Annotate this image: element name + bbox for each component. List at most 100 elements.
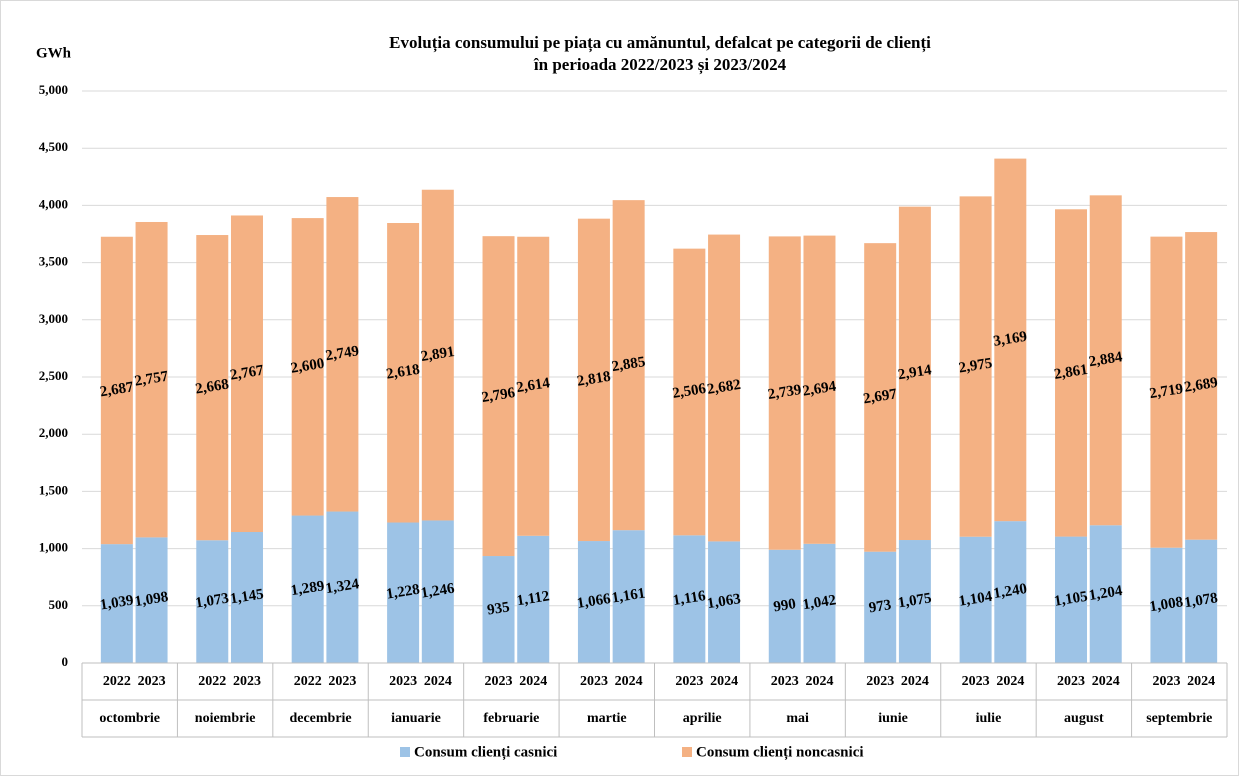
data-label: 2,739 — [767, 382, 803, 403]
x-tick-label: 2023 — [962, 674, 990, 689]
bar-segment — [196, 540, 229, 663]
data-label: 2,884 — [1088, 349, 1124, 370]
bar-segment — [326, 511, 359, 663]
bar-segment — [482, 236, 515, 557]
bar-segment — [1055, 209, 1088, 537]
y-tick-label: 5,000 — [39, 82, 68, 97]
data-label: 2,885 — [611, 354, 647, 375]
group-label: iunie — [878, 711, 908, 726]
data-label: 1,075 — [897, 590, 933, 611]
bar-segment — [421, 189, 454, 521]
bar-segment — [230, 532, 263, 663]
bar-segment — [898, 540, 931, 663]
x-tick-label: 2023 — [389, 674, 417, 689]
data-label: 2,861 — [1053, 362, 1089, 383]
x-tick-label: 2023 — [1057, 674, 1085, 689]
group-label: martie — [587, 711, 627, 726]
group-label: octombrie — [99, 711, 160, 726]
x-tick-label: 2023 — [1152, 674, 1180, 689]
data-label: 1,073 — [194, 591, 230, 612]
data-label: 973 — [868, 597, 893, 616]
x-tick-label: 2024 — [615, 674, 643, 689]
bar-segment — [673, 535, 706, 663]
data-label: 2,506 — [671, 381, 707, 402]
bar-segment — [612, 530, 645, 663]
bar-segment — [1150, 547, 1183, 663]
bar-segment — [708, 541, 741, 663]
bar-segment — [1185, 232, 1218, 540]
bar-segment — [803, 543, 836, 663]
bar-segment — [898, 206, 931, 541]
x-tick-label: 2024 — [424, 674, 452, 689]
data-label: 1,161 — [611, 585, 647, 606]
data-label: 1,204 — [1088, 583, 1124, 604]
chart-title: Evoluția consumului pe piața cu amănuntu… — [389, 33, 931, 53]
data-label: 2,749 — [324, 343, 360, 364]
data-label: 2,689 — [1183, 375, 1219, 396]
bar-segment — [421, 520, 454, 663]
bar-segment — [1185, 539, 1218, 663]
y-tick-label: 1,000 — [39, 540, 68, 555]
x-tick-label: 2023 — [328, 674, 356, 689]
data-label: 2,975 — [958, 355, 994, 376]
data-label: 1,104 — [958, 589, 994, 610]
x-tick-label: 2022 — [103, 674, 131, 689]
y-tick-label: 3,000 — [39, 311, 68, 326]
group-label: iulie — [976, 711, 1002, 726]
group-label: ianuarie — [391, 711, 441, 726]
group-label: aprilie — [683, 711, 722, 726]
y-tick-label: 3,500 — [39, 254, 68, 269]
bar-segment — [959, 536, 992, 663]
data-label: 1,289 — [290, 578, 326, 599]
x-tick-label: 2023 — [771, 674, 799, 689]
bar-segment — [291, 515, 324, 663]
bar-segment — [135, 221, 168, 538]
y-tick-label: 2,500 — [39, 368, 68, 383]
bar-segment — [673, 248, 706, 536]
bar-segment — [230, 215, 263, 533]
x-tick-label: 2023 — [675, 674, 703, 689]
data-label: 1,228 — [385, 582, 421, 603]
bar-segment — [1055, 536, 1088, 663]
data-label: 1,066 — [576, 591, 612, 612]
data-label: 1,039 — [99, 592, 135, 613]
data-label: 1,324 — [324, 576, 360, 597]
data-label: 1,240 — [992, 581, 1028, 602]
bar-segment — [577, 541, 610, 663]
group-label: septembrie — [1146, 711, 1212, 726]
data-label: 1,116 — [672, 588, 708, 609]
chart-title: în perioada 2022/2023 și 2023/2024 — [533, 55, 787, 75]
data-label: 1,145 — [229, 586, 265, 607]
bar-segment — [612, 200, 645, 531]
bar-segment — [708, 234, 741, 542]
bar-segment — [1089, 195, 1122, 526]
data-label: 1,246 — [420, 581, 456, 602]
y-tick-label: 500 — [49, 597, 69, 612]
legend-swatch — [682, 747, 692, 757]
x-tick-label: 2024 — [1187, 674, 1215, 689]
data-label: 2,668 — [194, 377, 230, 398]
data-label: 2,914 — [897, 362, 933, 383]
legend-label: Consum clienți noncasnici — [696, 744, 864, 760]
data-label: 1,112 — [516, 588, 551, 609]
data-label: 2,600 — [290, 356, 326, 377]
x-tick-label: 2024 — [901, 674, 929, 689]
bar-segment — [482, 556, 515, 663]
y-tick-label: 0 — [62, 654, 69, 669]
bar-segment — [135, 537, 168, 663]
y-tick-label: 4,000 — [39, 196, 68, 211]
x-tick-label: 2022 — [198, 674, 226, 689]
data-label: 935 — [486, 599, 511, 618]
data-label: 990 — [772, 596, 797, 615]
x-tick-label: 2023 — [866, 674, 894, 689]
data-label: 3,169 — [992, 329, 1028, 350]
legend-swatch — [400, 747, 410, 757]
data-label: 1,105 — [1053, 589, 1089, 610]
bar-segment — [517, 535, 550, 663]
data-label: 1,008 — [1148, 594, 1184, 615]
bar-segment — [994, 158, 1027, 522]
data-label: 2,618 — [385, 362, 421, 383]
data-label: 1,042 — [801, 592, 837, 613]
bar-segment — [959, 196, 992, 537]
